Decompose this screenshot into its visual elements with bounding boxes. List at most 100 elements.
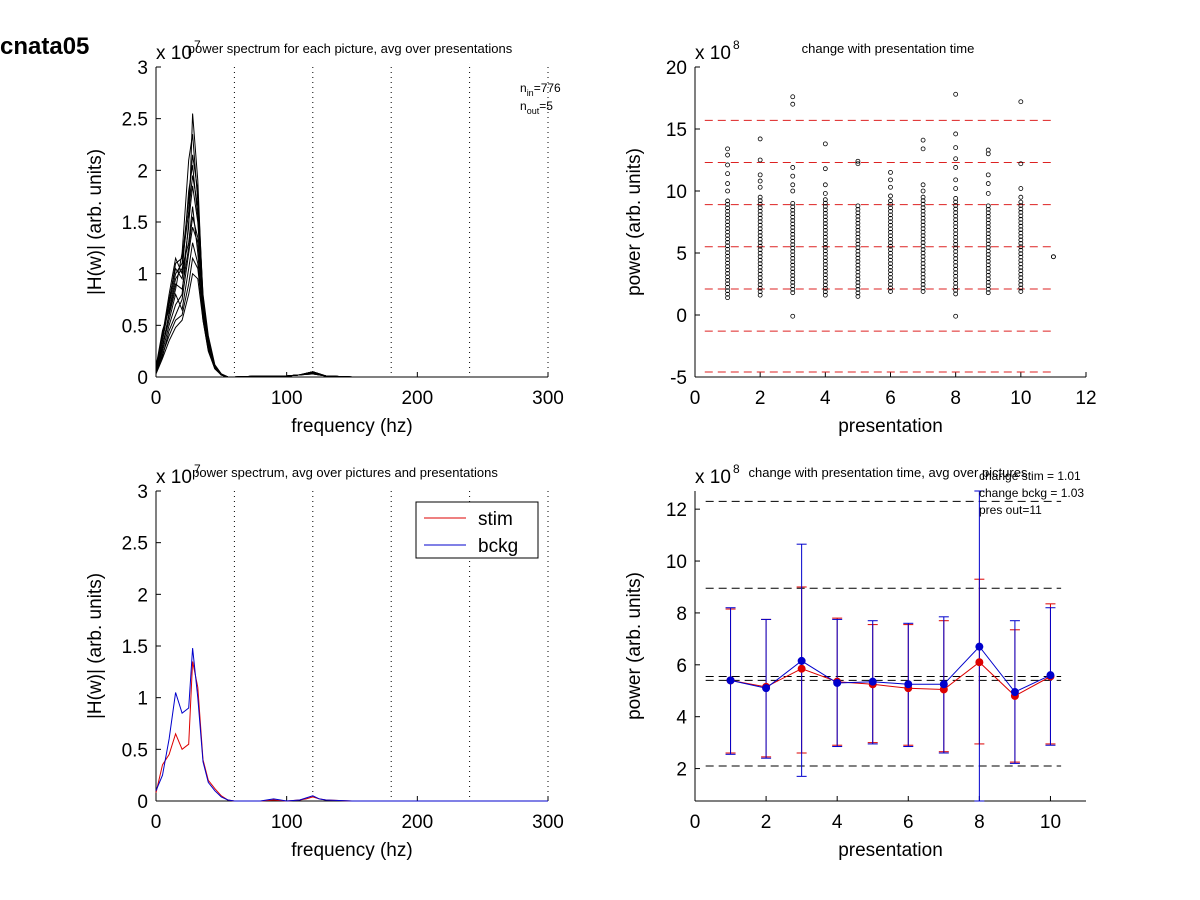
data-point [920,257,926,263]
data-point [725,215,730,221]
y-tick-label: 0 [676,306,687,327]
y-tick-label: 4 [676,708,687,729]
data-point [725,253,730,259]
data-point [725,198,730,204]
outlier-point [725,188,730,194]
panel-p4: 0 2 4 6 8 10 2 4 6 8 10 12 presentation power (arb. u… [624,462,1086,861]
data-point [920,278,926,284]
data-point [855,227,861,233]
y-tick-label: 0.5 [122,316,148,337]
data-point [953,284,959,290]
data-point [985,286,991,292]
data-point [790,200,796,206]
data-point [985,290,991,296]
data-point [985,248,991,254]
outlier-point [822,166,828,172]
data-point [953,291,959,297]
data-point [757,219,763,225]
data-point [1018,254,1024,260]
data-point [888,205,893,211]
y-exponent-label: x 10 [156,43,192,64]
data-point [985,276,991,282]
x-tick-label: 0 [690,388,701,409]
data-point [822,282,828,288]
data-point [725,212,730,218]
mean-point-bckg [975,642,984,651]
data-point [985,241,991,247]
data-point [953,249,959,254]
data-point [888,250,893,256]
data-point [790,225,796,230]
data-point [822,262,828,267]
data-point [985,231,991,237]
data-point [822,224,828,230]
data-point [888,198,893,204]
data-point [920,268,926,273]
data-point [790,255,796,261]
data-point [953,277,959,283]
outlier-point [855,161,861,167]
data-point [985,245,991,250]
spectrum-line [155,206,548,378]
y-tick-label: 1.5 [122,637,148,658]
data-point [725,267,730,273]
mean-point-stim [797,664,806,673]
outlier-point [725,181,730,186]
data-point [855,213,861,219]
data-point [822,234,828,240]
panel-title: power spectrum, avg over pictures and pr… [192,465,498,480]
data-point [757,208,763,214]
data-point [822,221,828,226]
data-point [855,262,861,268]
outlier-point [790,173,796,179]
data-point [790,290,796,296]
data-point [855,203,861,209]
data-point [1018,271,1024,277]
data-point [953,242,959,247]
data-point [790,214,796,220]
data-point [790,231,796,237]
spectrum-line [155,227,548,378]
data-point [920,194,926,200]
data-point [822,265,828,271]
data-point [725,288,730,294]
data-point [790,252,796,258]
y-axis-label: |H(w)| (arb. units) [85,149,106,295]
data-point [855,280,861,285]
data-point [855,220,861,226]
data-point [855,224,861,230]
data-point [855,273,861,278]
data-point [757,201,763,207]
data-point [822,197,828,203]
data-point [725,239,730,245]
data-point [888,212,893,218]
data-point [1018,285,1024,291]
mean-point-bckg [762,684,771,693]
data-point [985,265,991,271]
data-point [855,231,861,237]
data-point [985,217,991,223]
spectrum-line [155,216,548,378]
data-point [1018,258,1024,263]
data-point [757,271,763,277]
data-point [1018,230,1024,236]
data-point [985,224,991,230]
y-exponent-label: x 10 [156,467,192,488]
data-point [1018,278,1024,284]
data-point [888,229,893,235]
figure-title: cnata05 [0,33,89,60]
data-point [822,210,828,216]
data-point [757,275,763,281]
data-point [888,247,893,253]
stat-annotation: pres out=11 [979,503,1042,517]
data-point [757,250,763,256]
outlier-point [757,172,763,178]
data-point [725,236,730,242]
data-point [985,283,991,289]
outlier-point [1018,161,1024,167]
y-tick-label: 6 [676,656,687,677]
data-point [725,229,730,235]
outlier-point [920,137,926,143]
data-point [1018,268,1024,274]
